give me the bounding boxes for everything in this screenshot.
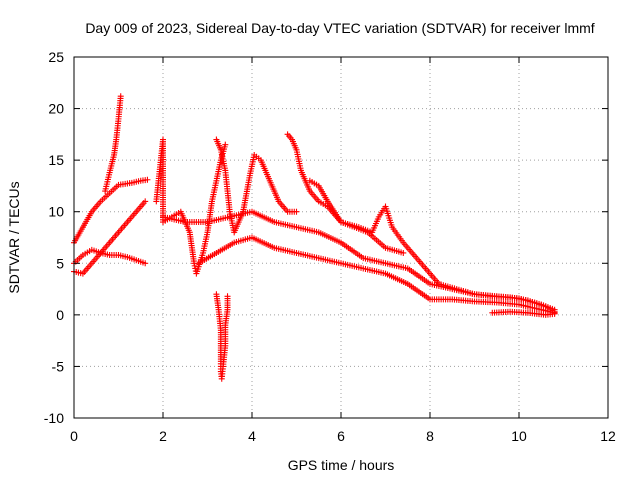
data-point bbox=[117, 93, 124, 100]
data-point bbox=[142, 260, 149, 267]
series-track-e bbox=[153, 136, 229, 277]
x-tick-label: 8 bbox=[426, 428, 434, 444]
data-point bbox=[191, 262, 198, 269]
x-axis-label: GPS time / hours bbox=[288, 457, 395, 473]
y-tick-label: 10 bbox=[48, 204, 64, 220]
data-point bbox=[222, 141, 229, 148]
series-track-j bbox=[306, 177, 558, 315]
data-point bbox=[293, 208, 300, 215]
y-tick-label: 15 bbox=[48, 152, 64, 168]
series-track-b bbox=[102, 93, 124, 195]
x-tick-label: 0 bbox=[70, 428, 78, 444]
y-tick-label: 25 bbox=[48, 49, 64, 65]
grid-layer bbox=[74, 57, 608, 418]
x-tick-label: 6 bbox=[337, 428, 345, 444]
x-tick-label: 2 bbox=[159, 428, 167, 444]
x-tick-label: 4 bbox=[248, 428, 256, 444]
y-tick-label: 0 bbox=[56, 307, 64, 323]
series-track-a bbox=[71, 176, 151, 246]
series-track-l bbox=[213, 291, 231, 382]
tick-layer: 0 2 4 6 8 10 12 -10 -5 0 5 10 15 20 25 bbox=[44, 49, 616, 444]
series-track-k bbox=[489, 308, 558, 318]
data-point bbox=[142, 198, 149, 205]
y-tick-label: 20 bbox=[48, 101, 64, 117]
data-point bbox=[144, 176, 151, 183]
y-axis-label: SDTVAR / TECUs bbox=[6, 181, 22, 293]
series-track-i bbox=[195, 234, 558, 316]
data-point bbox=[551, 310, 558, 317]
series-track-d bbox=[71, 198, 149, 277]
data-point bbox=[224, 293, 231, 300]
x-tick-label: 10 bbox=[511, 428, 527, 444]
series-track-g bbox=[284, 131, 407, 256]
y-tick-label: -5 bbox=[52, 358, 65, 374]
y-tick-label: -10 bbox=[44, 410, 64, 426]
chart-title: Day 009 of 2023, Sidereal Day-to-day VTE… bbox=[85, 20, 594, 36]
series-track-f bbox=[213, 136, 300, 236]
x-tick-label: 12 bbox=[600, 428, 616, 444]
points-layer bbox=[71, 93, 558, 382]
data-point bbox=[400, 249, 407, 256]
y-tick-label: 5 bbox=[56, 255, 64, 271]
